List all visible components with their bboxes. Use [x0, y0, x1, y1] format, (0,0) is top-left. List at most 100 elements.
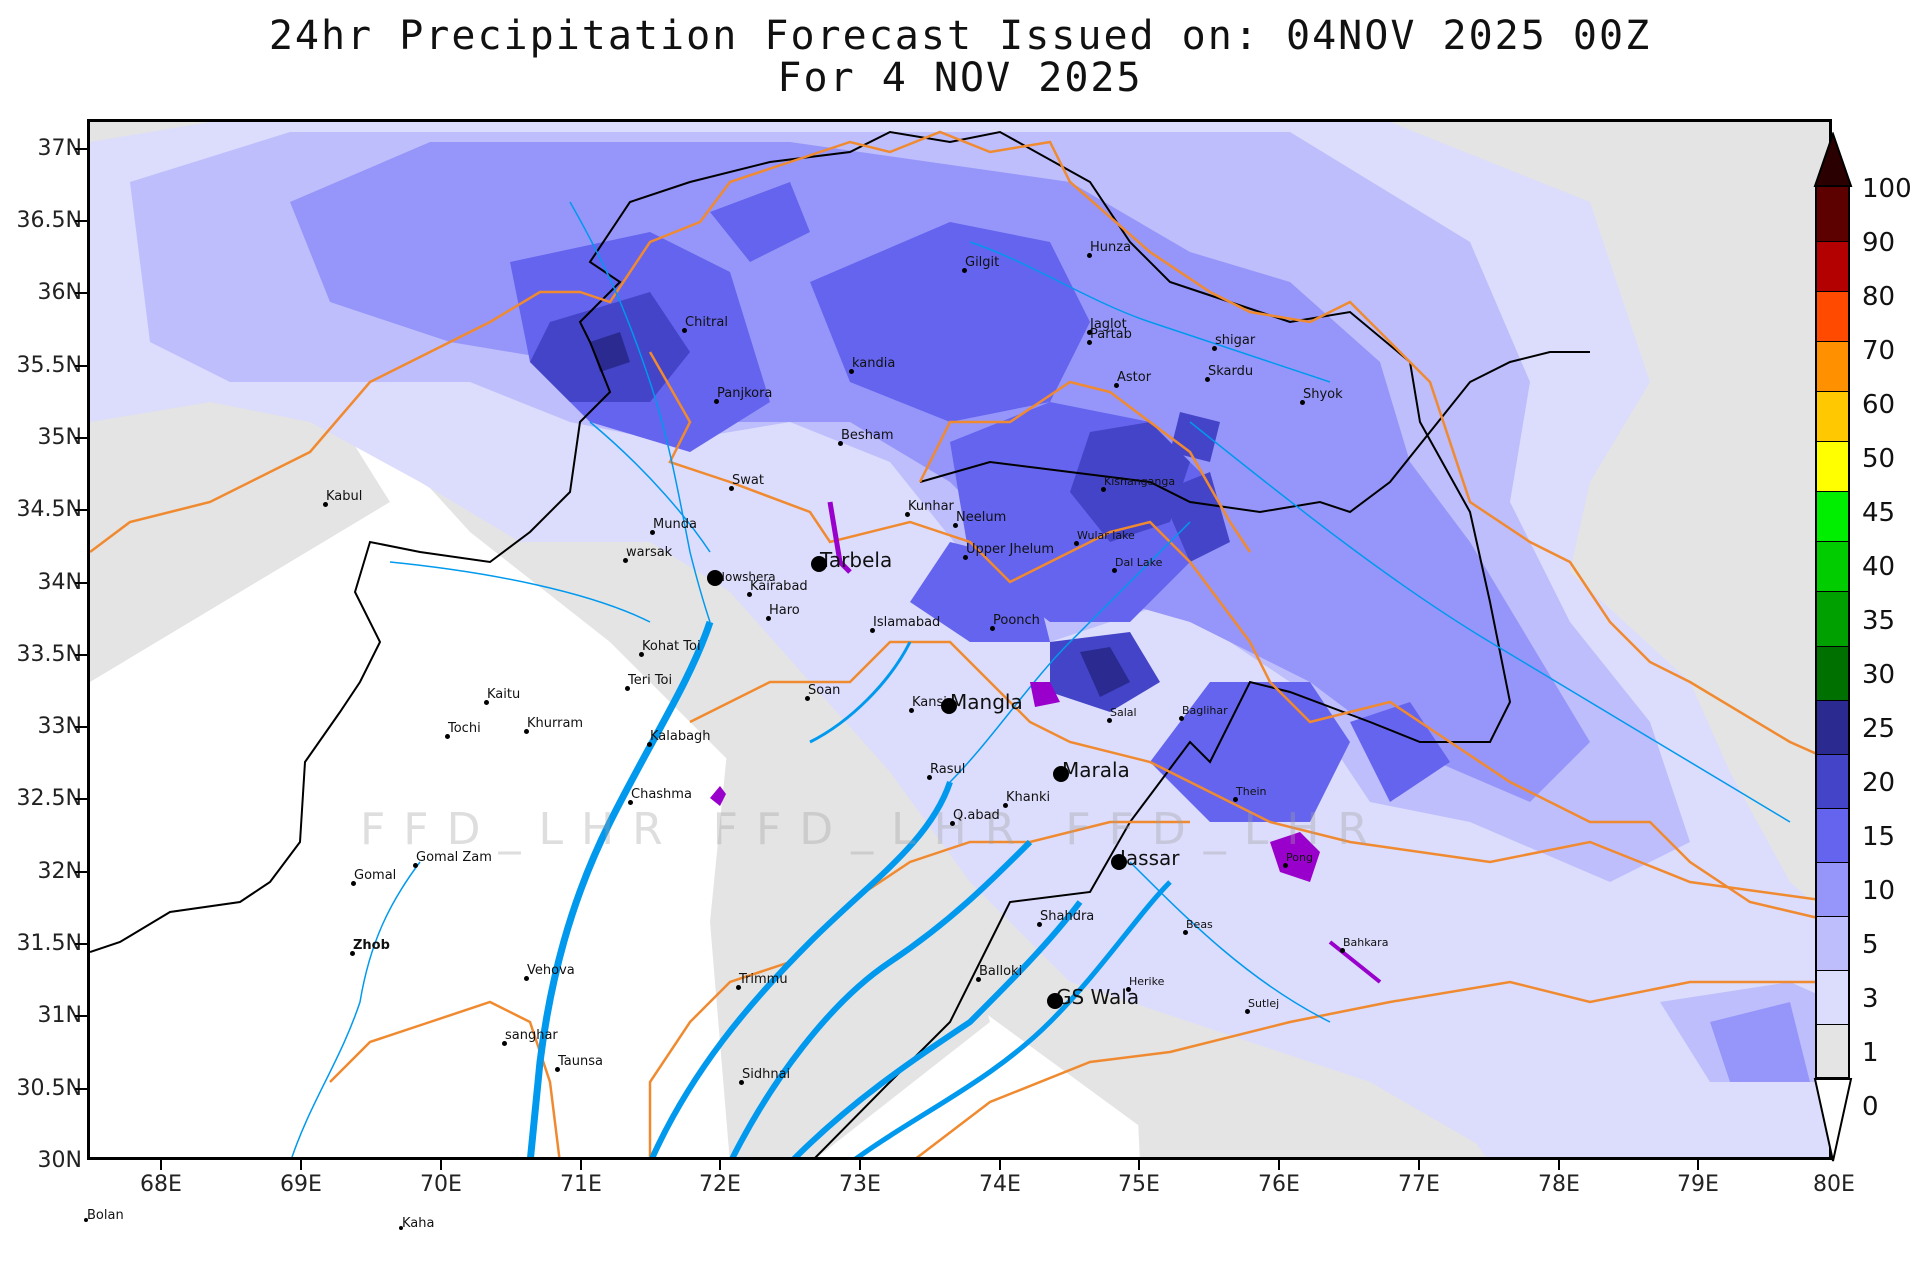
station-label: Neelum: [953, 510, 1006, 528]
x-tick-label: 76E: [1258, 1172, 1300, 1197]
station-label: Vehova: [524, 963, 575, 981]
station-label-major: Jassar: [1111, 846, 1179, 870]
x-tick: [1278, 1160, 1280, 1170]
colorbar-segment-3-5: [1815, 916, 1850, 970]
colorbar-segment-0-1: [1815, 1024, 1850, 1078]
colorbar-segment-45-50: [1815, 441, 1850, 491]
colorbar-segment-30-35: [1815, 591, 1850, 646]
x-tick-label: 78E: [1538, 1172, 1580, 1197]
colorbar-label: 20: [1862, 768, 1896, 798]
colorbar-segment-5-10: [1815, 862, 1850, 916]
station-label: Bahkara: [1340, 935, 1388, 953]
station-label: Kishanganga: [1101, 474, 1175, 492]
y-tick: [75, 509, 87, 511]
colorbar-segment-60-70: [1815, 341, 1850, 391]
y-tick-label: 33.5N: [16, 642, 82, 667]
y-tick: [75, 365, 87, 367]
station-label: Kunhar: [905, 499, 954, 517]
y-tick: [75, 292, 87, 294]
colorbar-label: 40: [1862, 552, 1896, 582]
station-label: Swat: [729, 473, 764, 491]
station-label: Partab: [1087, 327, 1132, 345]
x-tick: [160, 1160, 162, 1170]
station-label: Wular lake: [1074, 528, 1135, 546]
station-label: Haro: [766, 603, 800, 621]
station-label: Q.abad: [950, 808, 1000, 826]
station-label: warsak: [623, 545, 672, 563]
station-label: Taunsa: [555, 1054, 603, 1072]
station-label-major: GS Wala: [1047, 985, 1139, 1009]
station-label: Panjkora: [714, 386, 772, 404]
station-label: Thein: [1233, 784, 1267, 802]
station-label: Gomal Zam: [413, 850, 492, 868]
colorbar-label: 100: [1862, 174, 1912, 204]
station-label: Poonch: [990, 613, 1040, 631]
station-label: Sutlej: [1245, 996, 1279, 1014]
colorbar-segment-20-25: [1815, 700, 1850, 754]
x-tick: [440, 1160, 442, 1170]
precipitation-map: [90, 122, 1829, 1157]
x-tick-label: 75E: [1118, 1172, 1160, 1197]
colorbar-top-arrow: [1813, 132, 1853, 187]
y-tick: [75, 726, 87, 728]
colorbar-label: 15: [1862, 822, 1896, 852]
y-tick-label: 35.5N: [16, 353, 82, 378]
station-label: Balloki: [976, 964, 1022, 982]
station-label-major: Nowshera: [707, 562, 776, 586]
colorbar-segment-80-90: [1815, 241, 1850, 291]
x-tick: [719, 1160, 721, 1170]
station-label: Herike: [1126, 974, 1164, 992]
x-tick-label: 79E: [1677, 1172, 1719, 1197]
chart-title: 24hr Precipitation Forecast Issued on: 0…: [268, 13, 1652, 59]
y-tick-label: 31.5N: [16, 931, 82, 956]
station-label: Hunza: [1087, 240, 1131, 258]
y-tick-label: 32.5N: [16, 786, 82, 811]
station-label: Rasul: [927, 762, 965, 780]
x-tick-label: 74E: [979, 1172, 1021, 1197]
x-tick-label: 77E: [1398, 1172, 1440, 1197]
station-label-major: Tarbela: [811, 548, 892, 572]
station-label: Jaglot: [1087, 317, 1127, 335]
x-tick: [300, 1160, 302, 1170]
station-label: Kaitu: [484, 687, 520, 705]
station-label: Munda: [650, 517, 697, 535]
station-label: Tochi: [445, 721, 481, 739]
x-tick-label: 70E: [420, 1172, 462, 1197]
station-label: Upper Jhelum: [963, 542, 1054, 560]
y-tick-label: 30.5N: [16, 1076, 82, 1101]
y-tick: [75, 437, 87, 439]
station-label: Kabul: [323, 489, 362, 507]
station-label: Soan: [805, 683, 840, 701]
station-label: Beas: [1183, 917, 1213, 935]
station-label: Gilgit: [962, 255, 999, 273]
y-tick: [75, 148, 87, 150]
station-label: Shahdra: [1037, 909, 1094, 927]
station-label: Teri Toi: [625, 673, 672, 691]
y-tick-label: 30N: [37, 1148, 82, 1173]
station-label-major: Mangla: [941, 690, 1023, 714]
map-plot-area: FFD_LHR FFD_LHR FFD_LHR Chitral Gilgit H…: [87, 119, 1832, 1160]
colorbar-segment-35-40: [1815, 541, 1850, 591]
colorbar-segment-1-3: [1815, 970, 1850, 1024]
y-tick: [75, 220, 87, 222]
x-tick: [859, 1160, 861, 1170]
colorbar-label: 70: [1862, 336, 1896, 366]
outside-station-label: Bolan: [84, 1208, 124, 1223]
station-label: Gomal: [351, 868, 396, 886]
colorbar-segment-50-60: [1815, 391, 1850, 441]
y-tick-label: 35N: [37, 425, 82, 450]
station-label: Chashma: [628, 787, 692, 805]
y-tick-label: 31N: [37, 1003, 82, 1028]
colorbar-label: 25: [1862, 714, 1896, 744]
y-tick-label: 32N: [37, 859, 82, 884]
y-tick: [75, 871, 87, 873]
colorbar-label: 5: [1862, 930, 1879, 960]
station-label-major: Marala: [1053, 758, 1130, 782]
y-tick-label: 33N: [37, 714, 82, 739]
colorbar-label: 10: [1862, 876, 1896, 906]
y-tick: [75, 943, 87, 945]
x-tick: [580, 1160, 582, 1170]
station-label: sanghar: [502, 1028, 558, 1046]
station-label: kandia: [849, 356, 895, 374]
y-tick-label: 34N: [37, 570, 82, 595]
